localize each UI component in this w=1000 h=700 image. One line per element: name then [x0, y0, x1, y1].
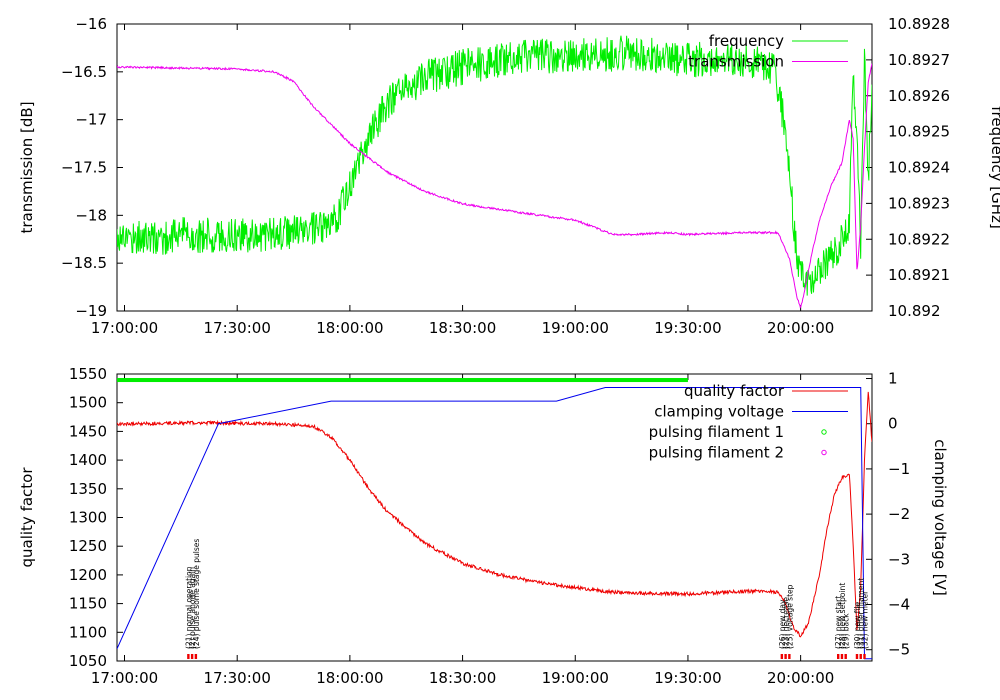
y2-tick-label: 10.8927 [888, 51, 950, 69]
annotation-label: (25) voltage step [785, 584, 794, 649]
y-axis-label: quality factor [18, 467, 36, 568]
annotation-label: (31) other filament [857, 578, 866, 649]
y-tick-label: 1450 [69, 422, 107, 440]
x-tick-label: 19:00:00 [542, 669, 609, 687]
annotation-marker [844, 654, 847, 659]
y2-tick-label: 10.8928 [888, 15, 950, 33]
y2-tick-label: −4 [888, 596, 910, 614]
y2-tick-label: 10.8923 [888, 194, 950, 212]
y2-axis-label: frequency [GHz] [988, 106, 1000, 228]
y-tick-label: −17 [75, 111, 107, 129]
y2-tick-label: 10.8922 [888, 230, 950, 248]
legend-label: pulsing filament 2 [649, 444, 784, 462]
x-tick-label: 18:00:00 [316, 319, 383, 337]
x-tick-label: 18:00:00 [316, 669, 383, 687]
annotation-label: (24) pulse some stage pulses [192, 539, 201, 649]
x-tick-label: 17:30:00 [204, 319, 271, 337]
series-line-clamping-voltage [117, 387, 872, 660]
y-tick-label: 1100 [69, 623, 107, 641]
y-tick-label: −16 [75, 15, 107, 33]
legend-marker [821, 449, 827, 456]
y-tick-label: 1500 [69, 394, 107, 412]
series-line-transmission [117, 63, 872, 309]
y2-tick-label: 10.8926 [888, 87, 950, 105]
y-tick-label: 1250 [69, 537, 107, 555]
annotation-marker [194, 654, 198, 659]
x-tick-label: 19:00:00 [542, 319, 609, 337]
annotation-label: (30) new file [853, 602, 862, 649]
y2-tick-label: 1 [888, 370, 898, 388]
annotation-label: (29) back [842, 613, 851, 649]
series-line-quality-factor [117, 391, 872, 638]
annotation-marker [190, 654, 194, 659]
y2-tick-label: 10.8925 [888, 123, 950, 141]
annotation-marker [859, 654, 862, 659]
y2-axis-label: clamping voltage [V] [931, 439, 949, 595]
y-tick-label: −18 [75, 206, 107, 224]
y-tick-label: 1300 [69, 509, 107, 527]
y2-tick-label: −3 [888, 550, 910, 568]
y2-tick-label: 10.8921 [888, 266, 950, 284]
annotation-marker [788, 654, 791, 659]
x-tick-label: 18:30:00 [429, 669, 496, 687]
y-tick-label: −19 [75, 302, 107, 320]
y-tick-label: 1350 [69, 480, 107, 498]
y-axis-label: transmission [dB] [18, 101, 36, 233]
y-tick-label: −18.5 [61, 254, 107, 272]
y2-tick-label: −5 [888, 641, 910, 659]
annotation-label: (23) decrease [782, 597, 791, 649]
x-tick-label: 18:30:00 [429, 319, 496, 337]
legend-label: frequency [709, 32, 784, 50]
y-tick-label: 1150 [69, 595, 107, 613]
annotation-marker [840, 654, 844, 659]
y-tick-label: 1400 [69, 451, 107, 469]
series-band-pulsing-filament-1 [117, 378, 688, 383]
x-tick-label: 17:00:00 [91, 319, 158, 337]
y2-tick-label: −2 [888, 505, 910, 523]
legend-label: clamping voltage [654, 403, 784, 421]
annotation-marker [780, 654, 784, 659]
annotation-marker [187, 654, 190, 659]
x-tick-label: 19:30:00 [654, 319, 721, 337]
chart-panel-1: 17:00:00 17:30:00 18:00:00 18:30:00 19:00:00… [18, 15, 1000, 337]
annotation-label: (2) pulse anode again [188, 567, 197, 649]
annotation-label: (26) new day [778, 599, 787, 649]
x-tick-label: 20:00:00 [767, 319, 834, 337]
y2-tick-label: 0 [888, 415, 898, 433]
chart-panel-2: 17:00:00 17:30:00 18:00:00 18:30:00 19:00:00… [18, 365, 949, 687]
series-line-frequency [117, 35, 872, 296]
annotation-marker [784, 654, 787, 659]
plot-area [117, 378, 872, 660]
y2-tick-label: 10.892 [888, 302, 941, 320]
annotation-marker [855, 654, 859, 659]
annotation-label: (27) new start [834, 596, 843, 649]
y-tick-label: −17.5 [61, 159, 107, 177]
x-tick-label: 17:30:00 [204, 669, 271, 687]
y-tick-label: 1200 [69, 566, 107, 584]
annotation-marker [836, 654, 840, 659]
legend-label: quality factor [684, 382, 785, 400]
legend-label: transmission [688, 53, 784, 71]
y-tick-label: −16.5 [61, 63, 107, 81]
y-tick-label: 1550 [69, 365, 107, 383]
y2-tick-label: −1 [888, 460, 910, 478]
annotation-marker [863, 654, 866, 659]
annotation-label: (28) new setpoint [838, 583, 847, 649]
legend-label: pulsing filament 1 [649, 423, 784, 441]
annotation-label: (21) normal operation [184, 566, 193, 649]
legend-marker [821, 429, 827, 435]
annotation-label: (32) new meter [860, 590, 869, 649]
plot-area [117, 35, 872, 309]
x-tick-label: 17:00:00 [91, 669, 158, 687]
x-tick-label: 19:30:00 [654, 669, 721, 687]
x-tick-label: 20:00:00 [767, 669, 834, 687]
y-tick-label: 1050 [69, 652, 107, 670]
y2-tick-label: 10.8924 [888, 159, 950, 177]
